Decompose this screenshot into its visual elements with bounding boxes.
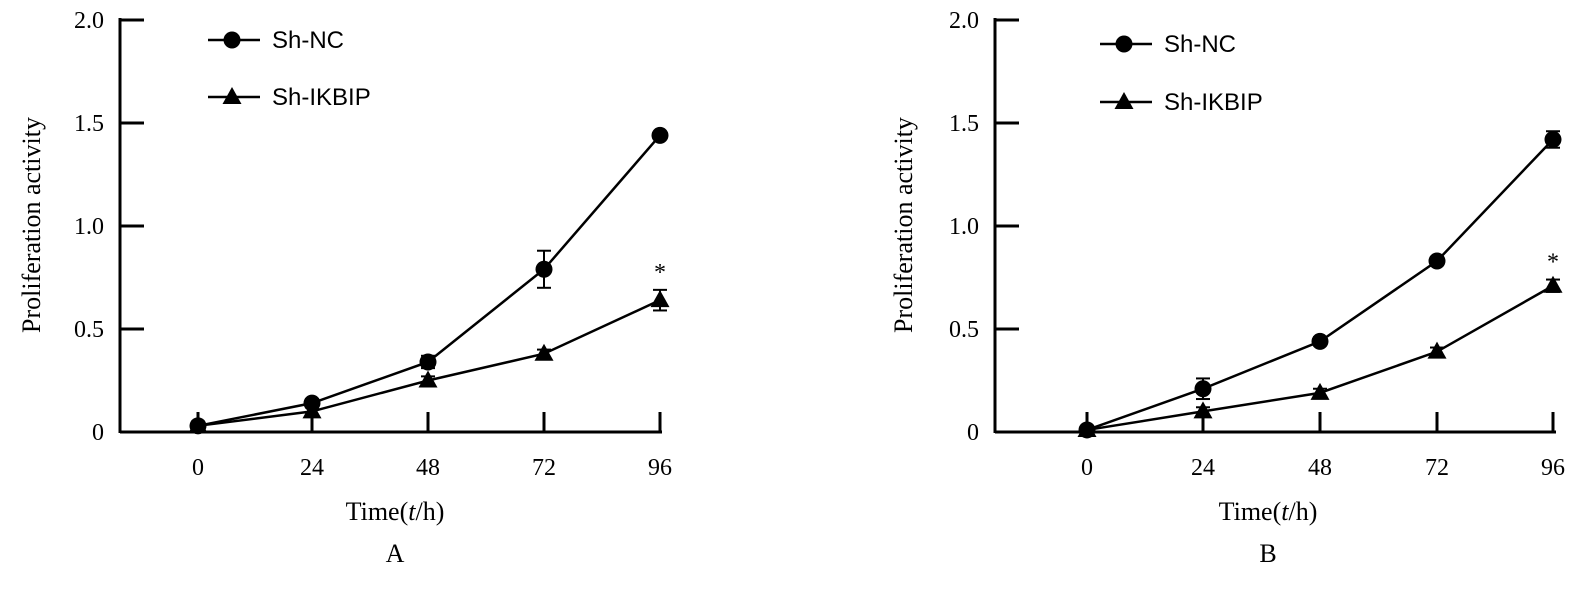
series-line — [1086, 284, 1554, 432]
legend-entry: Sh-IKBIP — [208, 84, 371, 111]
panel-label: A — [386, 539, 405, 568]
data-point-triangle — [302, 401, 322, 419]
x-tick-label: 72 — [1425, 455, 1449, 481]
x-axis-title: Time(t/h) — [346, 497, 445, 526]
x-axis-title-part: /h) — [1288, 497, 1317, 526]
significance-star: * — [654, 260, 666, 286]
data-point-circle — [1428, 252, 1446, 270]
data-point-circle — [419, 353, 437, 371]
legend-entry: Sh-NC — [208, 27, 344, 54]
y-tick-label: 1.5 — [949, 111, 979, 137]
y-tick-label: 0.5 — [949, 317, 979, 343]
x-tick-label: 96 — [1541, 455, 1565, 481]
x-axis-title-part: /h) — [415, 497, 444, 526]
data-point-triangle — [1427, 341, 1447, 359]
x-tick-label: 48 — [416, 455, 440, 481]
y-tick-label: 2.0 — [949, 8, 979, 34]
y-tick-label: 1.5 — [74, 111, 104, 137]
data-point-triangle — [650, 290, 670, 308]
legend-marker-triangle — [222, 87, 242, 104]
legend-label: Sh-IKBIP — [1164, 89, 1263, 116]
y-tick-label: 2.0 — [74, 8, 104, 34]
legend-entry: Sh-IKBIP — [1100, 89, 1263, 116]
x-tick-label: 48 — [1308, 455, 1332, 481]
y-tick-label: 0 — [967, 420, 979, 446]
x-axis-title-part: Time( — [1219, 497, 1282, 526]
y-axis-title: Proliferation activity — [17, 117, 46, 333]
y-tick-label: 0.5 — [74, 317, 104, 343]
y-tick-label: 1.0 — [949, 214, 979, 240]
data-point-triangle — [1193, 401, 1213, 419]
data-point-triangle — [418, 370, 438, 388]
significance-star: * — [1547, 250, 1559, 276]
data-point-circle — [1311, 332, 1329, 350]
x-tick-label: 24 — [300, 455, 324, 481]
data-point-triangle — [1543, 275, 1563, 293]
data-point-circle — [535, 260, 553, 278]
x-tick-label: 24 — [1191, 455, 1215, 481]
panel-label: B — [1259, 539, 1276, 568]
legend-label: Sh-NC — [1164, 31, 1236, 58]
x-tick-label: 0 — [192, 455, 204, 481]
chart-panel-a: 0 0.5 1.0 1.5 2.0 0 24 48 72 96 Proliferation acti… — [17, 8, 672, 568]
legend-marker-circle — [1115, 35, 1133, 53]
y-tick-label: 1.0 — [74, 214, 104, 240]
data-point-triangle — [1310, 382, 1330, 400]
x-tick-label: 72 — [532, 455, 556, 481]
x-axis-title-italic: t — [1281, 497, 1289, 526]
data-point-circle — [651, 126, 669, 144]
legend-label: Sh-IKBIP — [272, 84, 371, 111]
data-point-triangle — [1077, 419, 1097, 437]
legend-entry: Sh-NC — [1100, 31, 1236, 58]
data-point-circle — [1194, 380, 1212, 398]
x-axis-title: Time(t/h) — [1219, 497, 1318, 526]
data-point-triangle — [534, 343, 554, 361]
data-point-triangle — [188, 415, 208, 433]
data-point-circle — [1544, 130, 1562, 148]
x-tick-label: 96 — [648, 455, 672, 481]
x-tick-label: 0 — [1081, 455, 1093, 481]
legend-marker-triangle — [1114, 92, 1134, 109]
chart-panel-b: 0 0.5 1.0 1.5 2.0 0 24 48 72 96 Proliferation acti… — [889, 8, 1565, 568]
series-sh-nc — [189, 126, 669, 435]
x-axis-title-italic: t — [408, 497, 416, 526]
legend-marker-circle — [223, 31, 241, 49]
x-axis-title-part: Time( — [346, 497, 409, 526]
legend-label: Sh-NC — [272, 27, 344, 54]
series-sh-ikbip — [1077, 275, 1563, 437]
y-tick-label: 0 — [92, 420, 104, 446]
y-axis-title: Proliferation activity — [889, 117, 918, 333]
series-sh-ikbip — [188, 288, 670, 433]
